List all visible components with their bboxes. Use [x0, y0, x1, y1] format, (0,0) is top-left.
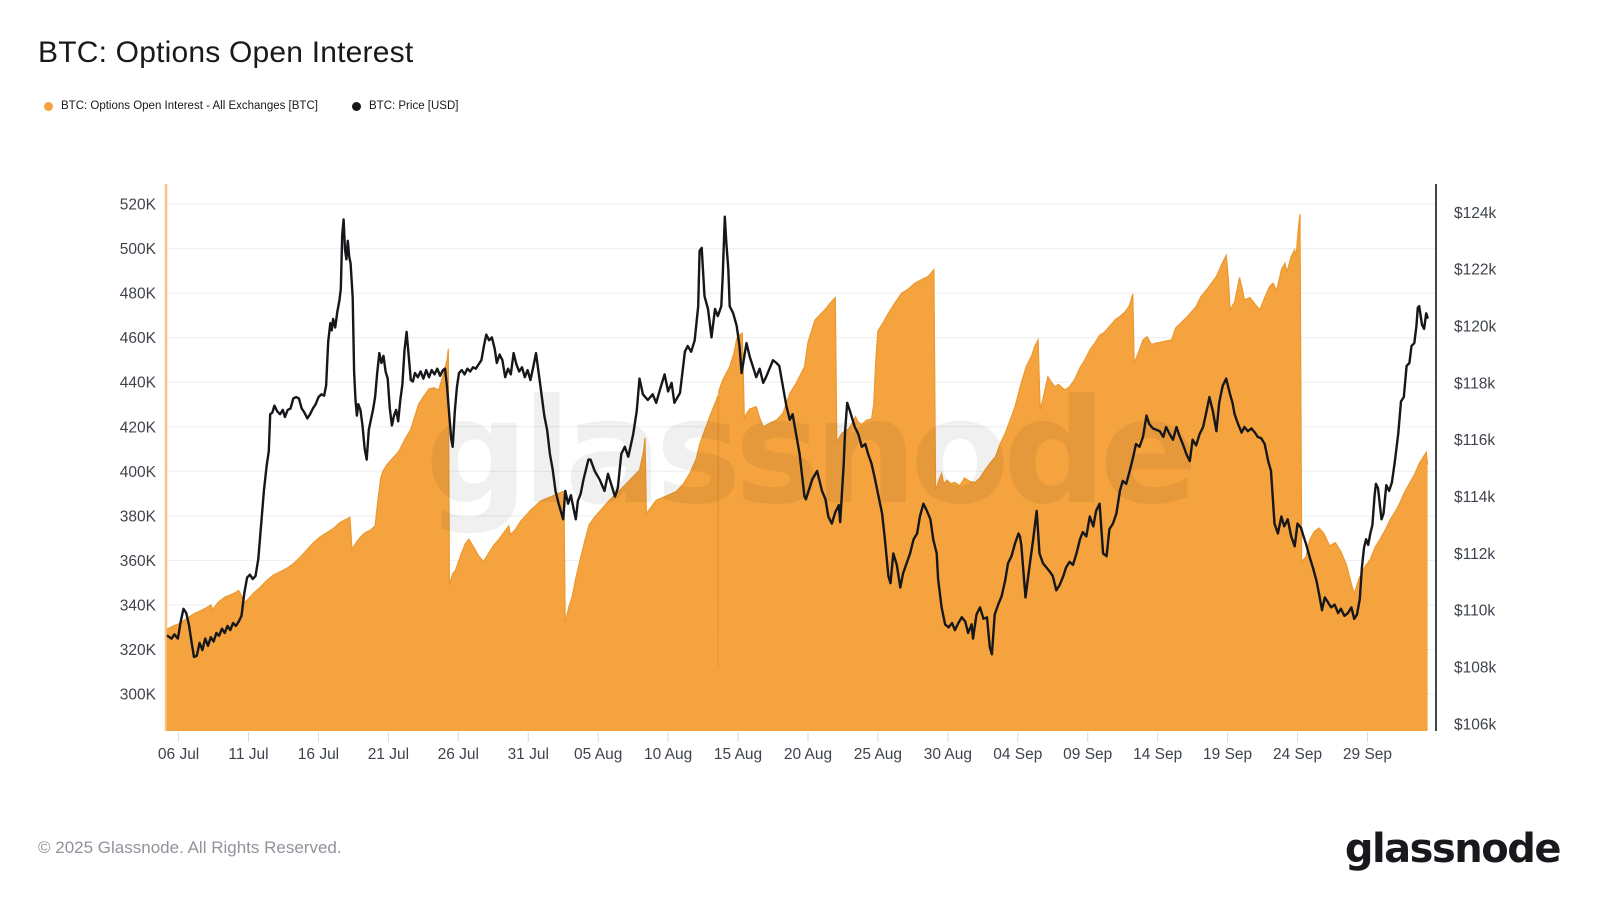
btc-price-line-series [166, 215, 1429, 659]
open-interest-area-edge [166, 214, 1429, 670]
x-tick-label: 29 Sep [1343, 746, 1392, 763]
y-left-tick-label: 340K [120, 597, 157, 614]
x-tick-label: 26 Jul [438, 746, 479, 763]
x-tick-label: 31 Jul [508, 746, 549, 763]
y-right-tick-label: $116k [1454, 432, 1495, 449]
y-right-tick-label: $118k [1454, 375, 1495, 392]
x-tick-label: 16 Jul [298, 746, 339, 763]
y-left-tick-label: 440K [120, 375, 157, 392]
legend-item-open-interest[interactable]: BTC: Options Open Interest - All Exchang… [44, 98, 318, 114]
x-tick-label: 15 Aug [714, 746, 762, 763]
open-interest-area-series [166, 214, 1428, 732]
x-tick-label: 30 Aug [924, 746, 972, 763]
y-left-tick-label: 520K [120, 197, 157, 214]
legend-item-price[interactable]: BTC: Price [USD] [352, 98, 458, 114]
glassnode-watermark: glassnode [425, 368, 1192, 537]
y-left-tick-label: 380K [120, 508, 157, 525]
legend: BTC: Options Open Interest - All Exchang… [0, 98, 1600, 114]
price-dot-icon [352, 101, 361, 111]
y-right-tick-label: $112k [1454, 546, 1495, 563]
y-right-tick-label: $120k [1454, 319, 1496, 336]
x-tick-label: 24 Sep [1273, 746, 1322, 763]
legend-label-price: BTC: Price [USD] [369, 100, 459, 112]
footer-copyright: © 2025 Glassnode. All Rights Reserved. [38, 838, 342, 857]
y-left-tick-label: 360K [120, 553, 157, 570]
y-right-tick-label: $122k [1454, 262, 1496, 279]
y-left-tick-label: 480K [120, 286, 157, 303]
x-tick-label: 06 Jul [158, 746, 199, 763]
open-interest-dot-icon [44, 101, 53, 111]
x-tick-label: 04 Sep [993, 746, 1042, 763]
y-left-tick-label: 460K [120, 330, 157, 347]
y-right-tick-label: $114k [1454, 489, 1495, 506]
y-right-tick-label: $124k [1454, 205, 1496, 222]
x-tick-label: 11 Jul [228, 746, 268, 763]
x-tick-label: 25 Aug [854, 746, 902, 763]
x-tick-label: 09 Sep [1063, 746, 1112, 763]
y-left-tick-label: 400K [120, 464, 157, 481]
legend-label-open-interest: BTC: Options Open Interest - All Exchang… [61, 100, 318, 112]
y-left-tick-label: 300K [120, 687, 157, 704]
y-right-tick-label: $108k [1454, 660, 1496, 677]
y-left-tick-label: 320K [120, 642, 157, 659]
page-title: BTC: Options Open Interest [38, 36, 414, 69]
y-left-tick-label: 500K [120, 241, 157, 258]
y-right-tick-label: $110k [1454, 603, 1495, 620]
x-tick-label: 10 Aug [644, 746, 692, 763]
x-tick-label: 19 Sep [1203, 746, 1252, 763]
x-tick-label: 05 Aug [574, 746, 622, 763]
x-tick-label: 14 Sep [1133, 746, 1182, 763]
y-left-tick-label: 420K [120, 419, 157, 436]
y-right-tick-label: $106k [1454, 716, 1496, 733]
x-tick-label: 20 Aug [784, 746, 832, 763]
x-tick-label: 21 Jul [368, 746, 409, 763]
glassnode-logo[interactable]: glassnode [1344, 826, 1562, 872]
